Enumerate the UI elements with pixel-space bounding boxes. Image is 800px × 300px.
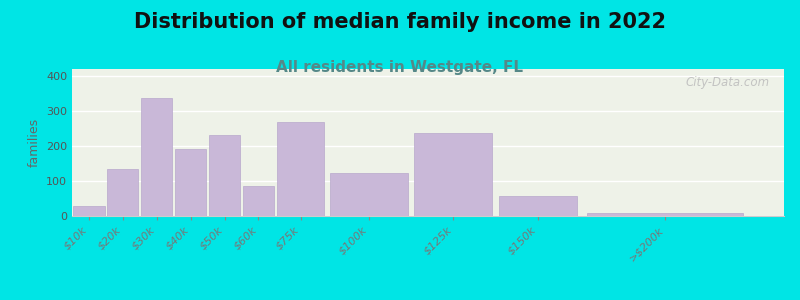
Bar (330, 173, 408, 216)
Bar (175, 149, 206, 216)
Bar (499, 196, 577, 216)
Bar (107, 169, 138, 216)
Bar (243, 185, 274, 216)
Bar (414, 133, 493, 216)
Bar (209, 135, 240, 216)
Bar (278, 122, 324, 216)
Text: Distribution of median family income in 2022: Distribution of median family income in … (134, 12, 666, 32)
Bar (587, 212, 743, 216)
Text: City-Data.com: City-Data.com (686, 76, 770, 89)
Y-axis label: families: families (27, 118, 41, 167)
Bar (74, 206, 105, 216)
Text: All residents in Westgate, FL: All residents in Westgate, FL (277, 60, 523, 75)
Bar (141, 98, 172, 216)
